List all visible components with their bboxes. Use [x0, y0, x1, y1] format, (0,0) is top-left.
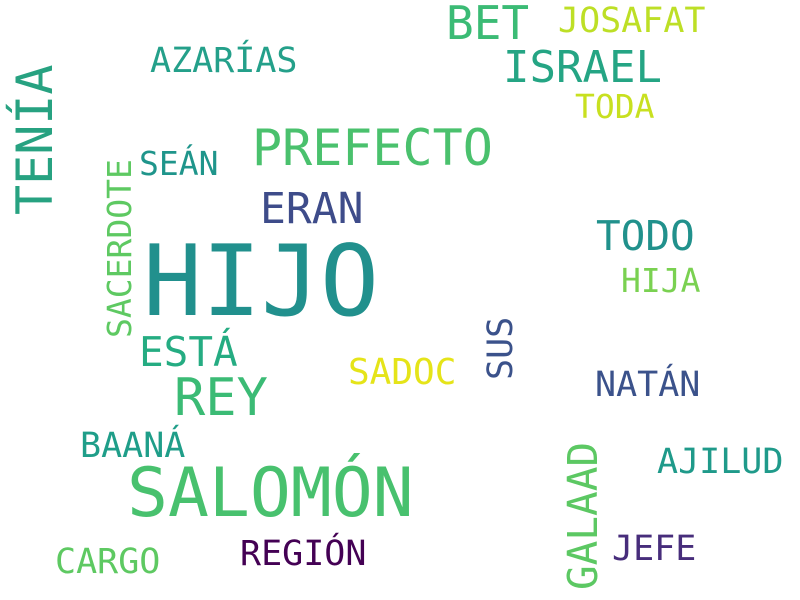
word-toda: TODA — [575, 87, 655, 126]
word-prefecto: PREFECTO — [252, 119, 493, 177]
word-jefe: JEFE — [612, 529, 697, 569]
word-esta: ESTÁ — [139, 328, 238, 376]
word-todo: TODO — [596, 212, 695, 260]
word-galaad: GALAAD — [559, 441, 607, 590]
word-salomon: SALOMÓN — [127, 454, 414, 533]
word-sus: SUS — [481, 316, 521, 380]
word-josafat: JOSAFAT — [558, 1, 706, 41]
word-eran: ERAN — [260, 184, 364, 234]
word-tenia: TENÍA — [6, 64, 64, 215]
word-cargo: CARGO — [55, 542, 161, 582]
word-rey: REY — [174, 368, 268, 428]
word-sadoc: SADOC — [348, 352, 457, 393]
word-hijo: HIJO — [143, 225, 380, 339]
word-region: REGIÓN — [240, 534, 367, 574]
word-baana: BAANÁ — [80, 426, 186, 466]
word-sean: SEÁN — [139, 144, 219, 183]
word-natan: NATÁN — [595, 365, 701, 405]
word-azarias: AZARÍAS — [150, 41, 298, 81]
word-hija: HIJA — [621, 261, 701, 300]
word-ajilud: AJILUD — [657, 442, 784, 482]
word-bet: BET — [446, 0, 530, 50]
word-israel: ISRAEL — [503, 42, 662, 93]
word-sacerdote: SACERDOTE — [100, 159, 139, 338]
